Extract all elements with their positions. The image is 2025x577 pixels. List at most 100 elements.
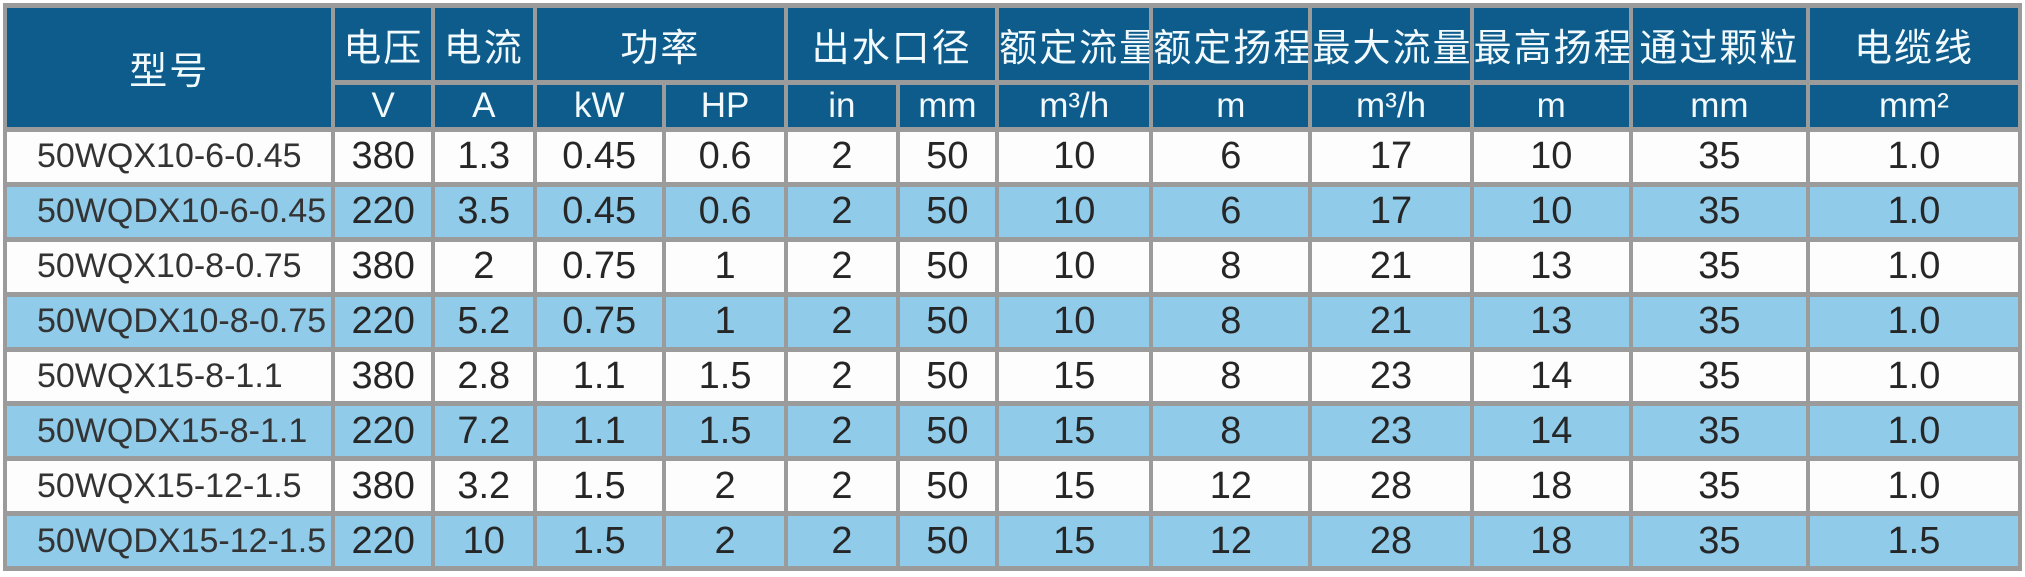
cell-model: 50WQX10-8-0.75 bbox=[2, 236, 336, 297]
cell-cable: 1.0 bbox=[1805, 346, 2023, 407]
cell-rated-head: 6 bbox=[1149, 127, 1313, 187]
cell-max-flow: 17 bbox=[1308, 181, 1474, 242]
cell-power-hp: 1 bbox=[661, 236, 789, 297]
col-header-max-head: 最高扬程 bbox=[1469, 3, 1633, 85]
cell-rated-head: 8 bbox=[1149, 236, 1313, 297]
cell-particle-size: 35 bbox=[1628, 291, 1810, 352]
cell-outlet-in: 2 bbox=[784, 127, 900, 187]
cell-cable: 1.0 bbox=[1805, 127, 2023, 187]
col-header-power: 功率 bbox=[532, 3, 789, 85]
cell-max-flow: 21 bbox=[1308, 291, 1474, 352]
cell-current: 7.2 bbox=[430, 401, 537, 462]
cell-rated-flow: 15 bbox=[995, 511, 1154, 571]
cell-model: 50WQDX10-6-0.45 bbox=[2, 181, 336, 242]
cell-power-kw: 1.1 bbox=[532, 401, 666, 462]
cell-rated-head: 8 bbox=[1149, 346, 1313, 407]
cell-max-head: 18 bbox=[1469, 511, 1633, 571]
cell-max-head: 14 bbox=[1469, 346, 1633, 407]
unit-power-hp: HP bbox=[661, 80, 789, 132]
cell-cable: 1.0 bbox=[1805, 456, 2023, 517]
unit-particle-size: mm bbox=[1628, 80, 1810, 132]
cell-voltage: 220 bbox=[331, 181, 435, 242]
cell-model: 50WQDX10-8-0.75 bbox=[2, 291, 336, 352]
cell-particle-size: 35 bbox=[1628, 236, 1810, 297]
cell-outlet-mm: 50 bbox=[895, 511, 1000, 571]
cell-outlet-in: 2 bbox=[784, 181, 900, 242]
cell-outlet-in: 2 bbox=[784, 236, 900, 297]
cell-rated-flow: 15 bbox=[995, 401, 1154, 462]
cell-power-hp: 1 bbox=[661, 291, 789, 352]
cell-power-hp: 2 bbox=[661, 456, 789, 517]
table-row: 50WQX10-8-0.75 380 2 0.75 1 2 50 10 8 21… bbox=[2, 236, 2023, 297]
cell-power-kw: 1.1 bbox=[532, 346, 666, 407]
cell-current: 5.2 bbox=[430, 291, 537, 352]
cell-outlet-mm: 50 bbox=[895, 236, 1000, 297]
cell-current: 3.5 bbox=[430, 181, 537, 242]
cell-rated-flow: 15 bbox=[995, 346, 1154, 407]
unit-cable: mm² bbox=[1805, 80, 2023, 132]
cell-current: 3.2 bbox=[430, 456, 537, 517]
cell-cable: 1.0 bbox=[1805, 291, 2023, 352]
pump-spec-table: 型号 电压 电流 功率 出水口径 额定流量 额定扬程 最大流量 最高扬程 通过颗… bbox=[2, 3, 2023, 571]
cell-max-head: 10 bbox=[1469, 181, 1633, 242]
table-row: 50WQDX15-8-1.1 220 7.2 1.1 1.5 2 50 15 8… bbox=[2, 401, 2023, 462]
cell-max-head: 13 bbox=[1469, 236, 1633, 297]
cell-rated-head: 8 bbox=[1149, 401, 1313, 462]
col-header-max-flow: 最大流量 bbox=[1308, 3, 1474, 85]
col-header-particle-size: 通过颗粒 bbox=[1628, 3, 1810, 85]
cell-max-flow: 28 bbox=[1308, 456, 1474, 517]
header-row-labels: 型号 电压 电流 功率 出水口径 额定流量 额定扬程 最大流量 最高扬程 通过颗… bbox=[2, 3, 2023, 132]
table-row: 50WQX10-6-0.45 380 1.3 0.45 0.6 2 50 10 … bbox=[2, 127, 2023, 187]
cell-rated-head: 12 bbox=[1149, 511, 1313, 571]
cell-cable: 1.0 bbox=[1805, 181, 2023, 242]
cell-outlet-mm: 50 bbox=[895, 127, 1000, 187]
cell-power-hp: 1.5 bbox=[661, 401, 789, 462]
cell-max-head: 18 bbox=[1469, 456, 1633, 517]
cell-particle-size: 35 bbox=[1628, 511, 1810, 571]
cell-voltage: 380 bbox=[331, 346, 435, 407]
table-header: 型号 电压 电流 功率 出水口径 额定流量 额定扬程 最大流量 最高扬程 通过颗… bbox=[2, 3, 2023, 132]
cell-model: 50WQX10-6-0.45 bbox=[2, 127, 336, 187]
cell-power-hp: 0.6 bbox=[661, 181, 789, 242]
unit-power-kw: kW bbox=[532, 80, 666, 132]
cell-power-kw: 0.75 bbox=[532, 291, 666, 352]
cell-model: 50WQDX15-8-1.1 bbox=[2, 401, 336, 462]
cell-current: 2.8 bbox=[430, 346, 537, 407]
cell-outlet-mm: 50 bbox=[895, 346, 1000, 407]
cell-power-hp: 2 bbox=[661, 511, 789, 571]
cell-rated-flow: 10 bbox=[995, 291, 1154, 352]
cell-outlet-mm: 50 bbox=[895, 456, 1000, 517]
cell-particle-size: 35 bbox=[1628, 127, 1810, 187]
unit-outlet-mm: mm bbox=[895, 80, 1000, 132]
table-row: 50WQDX15-12-1.5 220 10 1.5 2 2 50 15 12 … bbox=[2, 511, 2023, 571]
cell-max-head: 10 bbox=[1469, 127, 1633, 187]
col-header-outlet-diameter: 出水口径 bbox=[784, 3, 1000, 85]
cell-current: 10 bbox=[430, 511, 537, 571]
col-header-cable: 电缆线 bbox=[1805, 3, 2023, 85]
col-header-rated-flow: 额定流量 bbox=[995, 3, 1154, 85]
cell-rated-head: 6 bbox=[1149, 181, 1313, 242]
cell-cable: 1.5 bbox=[1805, 511, 2023, 571]
cell-model: 50WQX15-8-1.1 bbox=[2, 346, 336, 407]
cell-cable: 1.0 bbox=[1805, 236, 2023, 297]
cell-power-hp: 0.6 bbox=[661, 127, 789, 187]
cell-rated-flow: 10 bbox=[995, 181, 1154, 242]
table-row: 50WQX15-12-1.5 380 3.2 1.5 2 2 50 15 12 … bbox=[2, 456, 2023, 517]
unit-outlet-in: in bbox=[784, 80, 900, 132]
cell-max-flow: 23 bbox=[1308, 346, 1474, 407]
cell-particle-size: 35 bbox=[1628, 401, 1810, 462]
cell-outlet-in: 2 bbox=[784, 401, 900, 462]
col-header-voltage: 电压 bbox=[331, 3, 435, 85]
table-row: 50WQX15-8-1.1 380 2.8 1.1 1.5 2 50 15 8 … bbox=[2, 346, 2023, 407]
cell-voltage: 220 bbox=[331, 511, 435, 571]
cell-power-kw: 0.75 bbox=[532, 236, 666, 297]
cell-current: 1.3 bbox=[430, 127, 537, 187]
cell-model: 50WQDX15-12-1.5 bbox=[2, 511, 336, 571]
cell-cable: 1.0 bbox=[1805, 401, 2023, 462]
cell-rated-head: 12 bbox=[1149, 456, 1313, 517]
table-body: 50WQX10-6-0.45 380 1.3 0.45 0.6 2 50 10 … bbox=[2, 127, 2023, 571]
table-row: 50WQDX10-8-0.75 220 5.2 0.75 1 2 50 10 8… bbox=[2, 291, 2023, 352]
unit-rated-flow: m³/h bbox=[995, 80, 1154, 132]
cell-voltage: 220 bbox=[331, 401, 435, 462]
table-row: 50WQDX10-6-0.45 220 3.5 0.45 0.6 2 50 10… bbox=[2, 181, 2023, 242]
